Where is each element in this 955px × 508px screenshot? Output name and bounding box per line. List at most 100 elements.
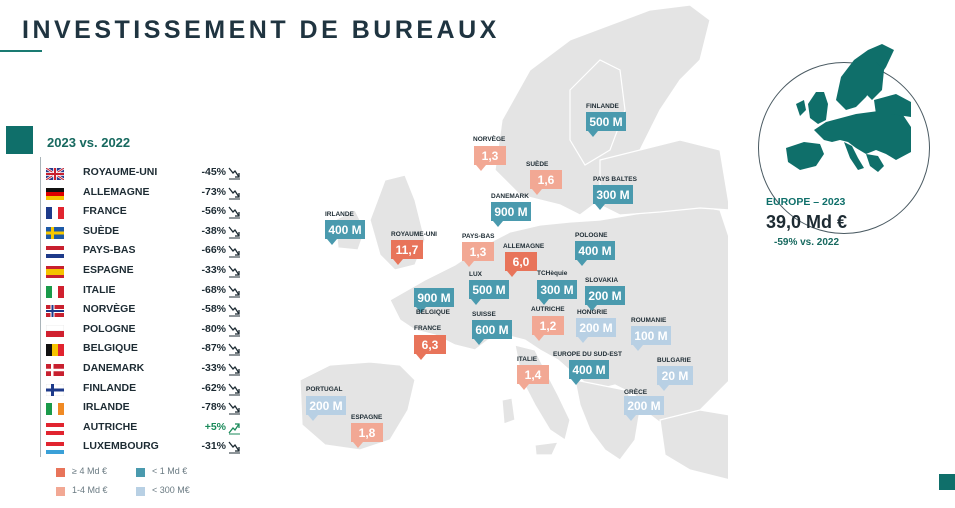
map-country-label: DANEMARK bbox=[491, 193, 529, 200]
ie-flag-icon bbox=[46, 403, 64, 416]
trend-down-icon bbox=[228, 324, 240, 337]
map-country-label: PAYS BALTES bbox=[593, 176, 637, 183]
legend-label: ≥ 4 Md € bbox=[72, 466, 107, 476]
change-percent: -33% bbox=[201, 264, 226, 276]
list-item: FINLANDE -62% bbox=[46, 381, 246, 399]
map-value: 200 M bbox=[576, 318, 616, 337]
map-value: 900 M bbox=[414, 288, 454, 307]
country-name: NORVÈGE bbox=[83, 303, 136, 316]
country-name: ESPAGNE bbox=[83, 264, 134, 276]
map-country-label: AUTRICHE bbox=[531, 306, 565, 313]
de-flag-icon bbox=[46, 187, 64, 200]
legend-label: < 300 M€ bbox=[152, 485, 190, 495]
marker-pointer bbox=[464, 261, 474, 267]
list-item: PAYS-BAS -66% bbox=[46, 243, 246, 261]
accent-square bbox=[6, 126, 33, 154]
list-item: IRLANDE -78% bbox=[46, 400, 246, 418]
map-country-label: ESPAGNE bbox=[351, 414, 383, 421]
map-country-label: TCHèquie bbox=[537, 270, 568, 277]
map-country-label: SLOVAKIA bbox=[585, 277, 619, 284]
se-flag-icon bbox=[46, 226, 64, 239]
at-flag-icon bbox=[46, 422, 64, 435]
marker-pointer bbox=[308, 415, 318, 421]
map-country-label: SUISSE bbox=[472, 311, 496, 318]
map-country-label: BELGIQUE bbox=[416, 309, 450, 316]
marker-pointer bbox=[471, 299, 481, 305]
legend: ≥ 4 Md € < 1 Md € 1-4 Md € < 300 M€ bbox=[56, 466, 236, 502]
map-value: 1,6 bbox=[530, 170, 562, 189]
marker-pointer bbox=[353, 442, 363, 448]
change-percent: -87% bbox=[201, 342, 226, 355]
list-item: BELGIQUE -87% bbox=[46, 341, 246, 359]
nl-flag-icon bbox=[46, 246, 64, 259]
trend-down-icon bbox=[228, 206, 240, 219]
country-name: PAYS-BAS bbox=[83, 244, 136, 257]
map-country-label: FINLANDE bbox=[586, 103, 619, 110]
marker-pointer bbox=[577, 260, 587, 266]
list-item: SUÈDE -38% bbox=[46, 224, 246, 242]
trend-down-icon bbox=[228, 167, 240, 180]
title-underline bbox=[0, 50, 42, 52]
map-value: 600 M bbox=[472, 320, 512, 339]
map-country-label: ALLEMAGNE bbox=[503, 243, 545, 250]
map-country-label: PAYS-BAS bbox=[462, 233, 495, 240]
map-value: 1,3 bbox=[462, 242, 494, 261]
page-title: INVESTISSEMENT DE BUREAUX bbox=[22, 16, 500, 44]
list-item: AUTRICHE +5% bbox=[46, 420, 246, 438]
change-percent: -66% bbox=[201, 244, 226, 257]
marker-pointer bbox=[393, 259, 403, 265]
list-item: LUXEMBOURG -31% bbox=[46, 439, 246, 457]
country-name: AUTRICHE bbox=[83, 420, 138, 433]
list-item: ITALIE -68% bbox=[46, 283, 246, 301]
panel-subtitle: 2023 vs. 2022 bbox=[47, 135, 131, 150]
trend-down-icon bbox=[228, 285, 240, 298]
europe-circle bbox=[758, 62, 930, 234]
map-country-label: ROYAUME-UNI bbox=[391, 231, 437, 238]
marker-pointer bbox=[571, 379, 581, 385]
marker-pointer bbox=[539, 299, 549, 305]
map-value: 100 M bbox=[631, 326, 671, 345]
trend-down-icon bbox=[228, 363, 240, 376]
country-name: ROYAUME-UNI bbox=[83, 166, 158, 178]
change-percent: -31% bbox=[201, 440, 226, 453]
list-item: POLOGNE -80% bbox=[46, 322, 246, 340]
marker-pointer bbox=[595, 204, 605, 210]
marker-pointer bbox=[626, 415, 636, 421]
map-country-label: PORTUGAL bbox=[306, 386, 343, 393]
change-percent: -73% bbox=[201, 185, 226, 198]
map-value: 400 M bbox=[575, 241, 615, 260]
trend-down-icon bbox=[228, 226, 240, 239]
change-percent: -62% bbox=[201, 381, 226, 394]
trend-down-icon bbox=[228, 245, 240, 258]
legend-swatch-high bbox=[56, 468, 65, 477]
marker-pointer bbox=[327, 239, 337, 245]
change-percent: -56% bbox=[201, 205, 226, 218]
marker-pointer bbox=[519, 384, 529, 390]
map-value: 400 M bbox=[325, 220, 365, 239]
dk-flag-icon bbox=[46, 364, 64, 376]
uk-flag-icon bbox=[46, 168, 64, 180]
marker-pointer bbox=[476, 165, 486, 171]
legend-swatch-low bbox=[136, 487, 145, 496]
change-percent: -38% bbox=[201, 224, 226, 237]
country-name: LUXEMBOURG bbox=[83, 440, 159, 453]
map-country-label: BULGARIE bbox=[657, 357, 691, 364]
map-value: 400 M bbox=[569, 360, 609, 379]
map-country-label: ROUMANIE bbox=[631, 317, 667, 324]
marker-pointer bbox=[659, 385, 669, 391]
marker-pointer bbox=[534, 335, 544, 341]
marker-pointer bbox=[532, 189, 542, 195]
marker-pointer bbox=[588, 131, 598, 137]
trend-down-icon bbox=[228, 343, 240, 356]
marker-pointer bbox=[416, 354, 426, 360]
list-item: NORVÈGE -58% bbox=[46, 302, 246, 320]
marker-pointer bbox=[578, 337, 588, 343]
change-percent: -45% bbox=[201, 166, 226, 178]
europe-change: -59% vs. 2022 bbox=[774, 237, 840, 248]
map-country-label: IRLANDE bbox=[325, 211, 354, 218]
map-value: 200 M bbox=[306, 396, 346, 415]
change-percent: -78% bbox=[201, 401, 226, 414]
list-item: FRANCE -56% bbox=[46, 204, 246, 222]
map-country-label: NORVÈGE bbox=[473, 136, 506, 143]
map-value: 500 M bbox=[469, 280, 509, 299]
